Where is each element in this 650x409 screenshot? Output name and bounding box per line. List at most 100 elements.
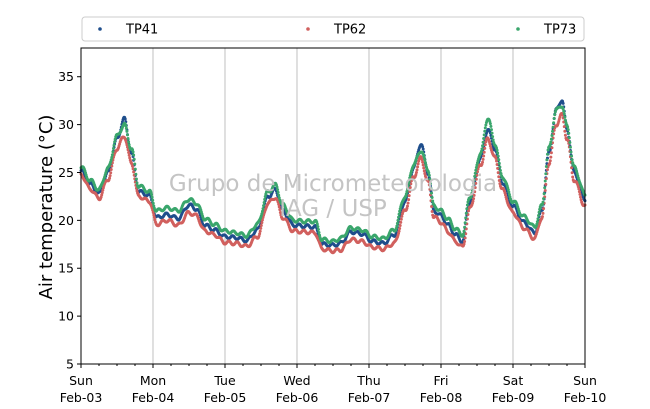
x-tick-day: Sun — [69, 373, 93, 388]
data-point — [416, 165, 420, 169]
data-point — [473, 190, 477, 194]
data-point — [542, 197, 546, 201]
data-point — [491, 135, 495, 139]
data-point — [544, 165, 548, 169]
data-point — [397, 232, 401, 236]
data-point — [538, 207, 542, 211]
data-point — [278, 210, 282, 214]
data-point — [395, 224, 399, 228]
data-point — [397, 212, 401, 216]
data-point — [421, 145, 425, 149]
data-point — [394, 226, 398, 230]
data-point — [110, 155, 114, 159]
data-point — [277, 202, 281, 206]
data-point — [470, 191, 474, 195]
data-point — [134, 172, 138, 176]
data-points — [79, 99, 587, 255]
data-point — [260, 218, 264, 222]
legend-box — [81, 16, 585, 42]
data-point — [499, 172, 503, 176]
y-tick-label: 20 — [58, 213, 74, 228]
data-point — [577, 190, 581, 194]
data-point — [498, 165, 502, 169]
data-point — [420, 158, 424, 162]
data-point — [571, 175, 575, 179]
data-point — [109, 171, 113, 175]
data-point — [542, 192, 546, 196]
data-point — [545, 168, 549, 172]
data-point — [472, 178, 476, 182]
x-tick-date: Feb-04 — [132, 390, 175, 405]
data-point — [470, 188, 474, 192]
data-point — [151, 211, 155, 215]
data-point — [507, 190, 511, 194]
data-point — [543, 189, 547, 193]
data-point — [262, 204, 266, 208]
data-point — [463, 225, 467, 229]
data-point — [408, 186, 412, 189]
data-point — [276, 188, 280, 192]
data-point — [475, 173, 479, 177]
data-point — [489, 128, 493, 132]
legend-marker-TP62 — [306, 27, 310, 31]
data-point — [111, 147, 115, 151]
data-point — [472, 197, 476, 201]
data-point — [503, 193, 507, 197]
data-point — [506, 188, 510, 192]
watermark: Grupo de Micrometeorologia IAG / USP — [169, 171, 497, 222]
data-point — [561, 101, 565, 105]
data-point — [113, 140, 117, 144]
data-point — [570, 158, 574, 162]
data-point — [421, 163, 425, 167]
data-point — [551, 125, 555, 129]
x-tick-date: Feb-03 — [60, 390, 103, 405]
data-point — [550, 146, 554, 150]
data-point — [127, 143, 131, 147]
data-point — [551, 129, 555, 133]
data-point — [577, 187, 581, 191]
data-point — [552, 116, 556, 120]
data-point — [541, 200, 545, 204]
data-point — [464, 232, 468, 236]
data-point — [562, 112, 566, 116]
data-point — [125, 129, 129, 133]
data-point — [429, 186, 433, 190]
data-point — [496, 154, 500, 158]
data-point — [579, 195, 583, 199]
data-point — [128, 156, 132, 160]
data-point — [423, 172, 427, 176]
data-point — [100, 193, 104, 197]
data-point — [549, 151, 553, 155]
data-point — [258, 232, 262, 236]
data-point — [260, 209, 264, 213]
data-point — [263, 197, 267, 201]
x-tick-day: Sun — [573, 373, 597, 388]
data-point — [108, 176, 112, 180]
data-point — [398, 209, 402, 213]
y-tick-label: 10 — [58, 309, 74, 324]
data-point — [422, 169, 426, 173]
data-point — [472, 181, 476, 185]
legend-marker-TP41 — [98, 27, 102, 31]
watermark-line-2: IAG / USP — [279, 196, 387, 222]
data-point — [126, 136, 130, 140]
data-point — [427, 173, 431, 177]
data-point — [399, 220, 403, 224]
data-point — [461, 232, 465, 236]
data-point — [109, 167, 113, 171]
data-point — [548, 159, 552, 163]
data-point — [498, 169, 502, 173]
data-point — [132, 170, 136, 174]
data-point — [472, 193, 476, 197]
y-tick-label: 25 — [58, 165, 74, 180]
legend-label-TP73: TP73 — [543, 23, 576, 38]
x-tick-date: Feb-06 — [276, 390, 319, 405]
data-point — [316, 228, 320, 232]
data-point — [113, 137, 117, 141]
data-point — [537, 213, 541, 217]
data-point — [125, 143, 129, 147]
data-point — [566, 128, 570, 132]
data-point — [316, 225, 320, 229]
data-point — [398, 224, 402, 228]
